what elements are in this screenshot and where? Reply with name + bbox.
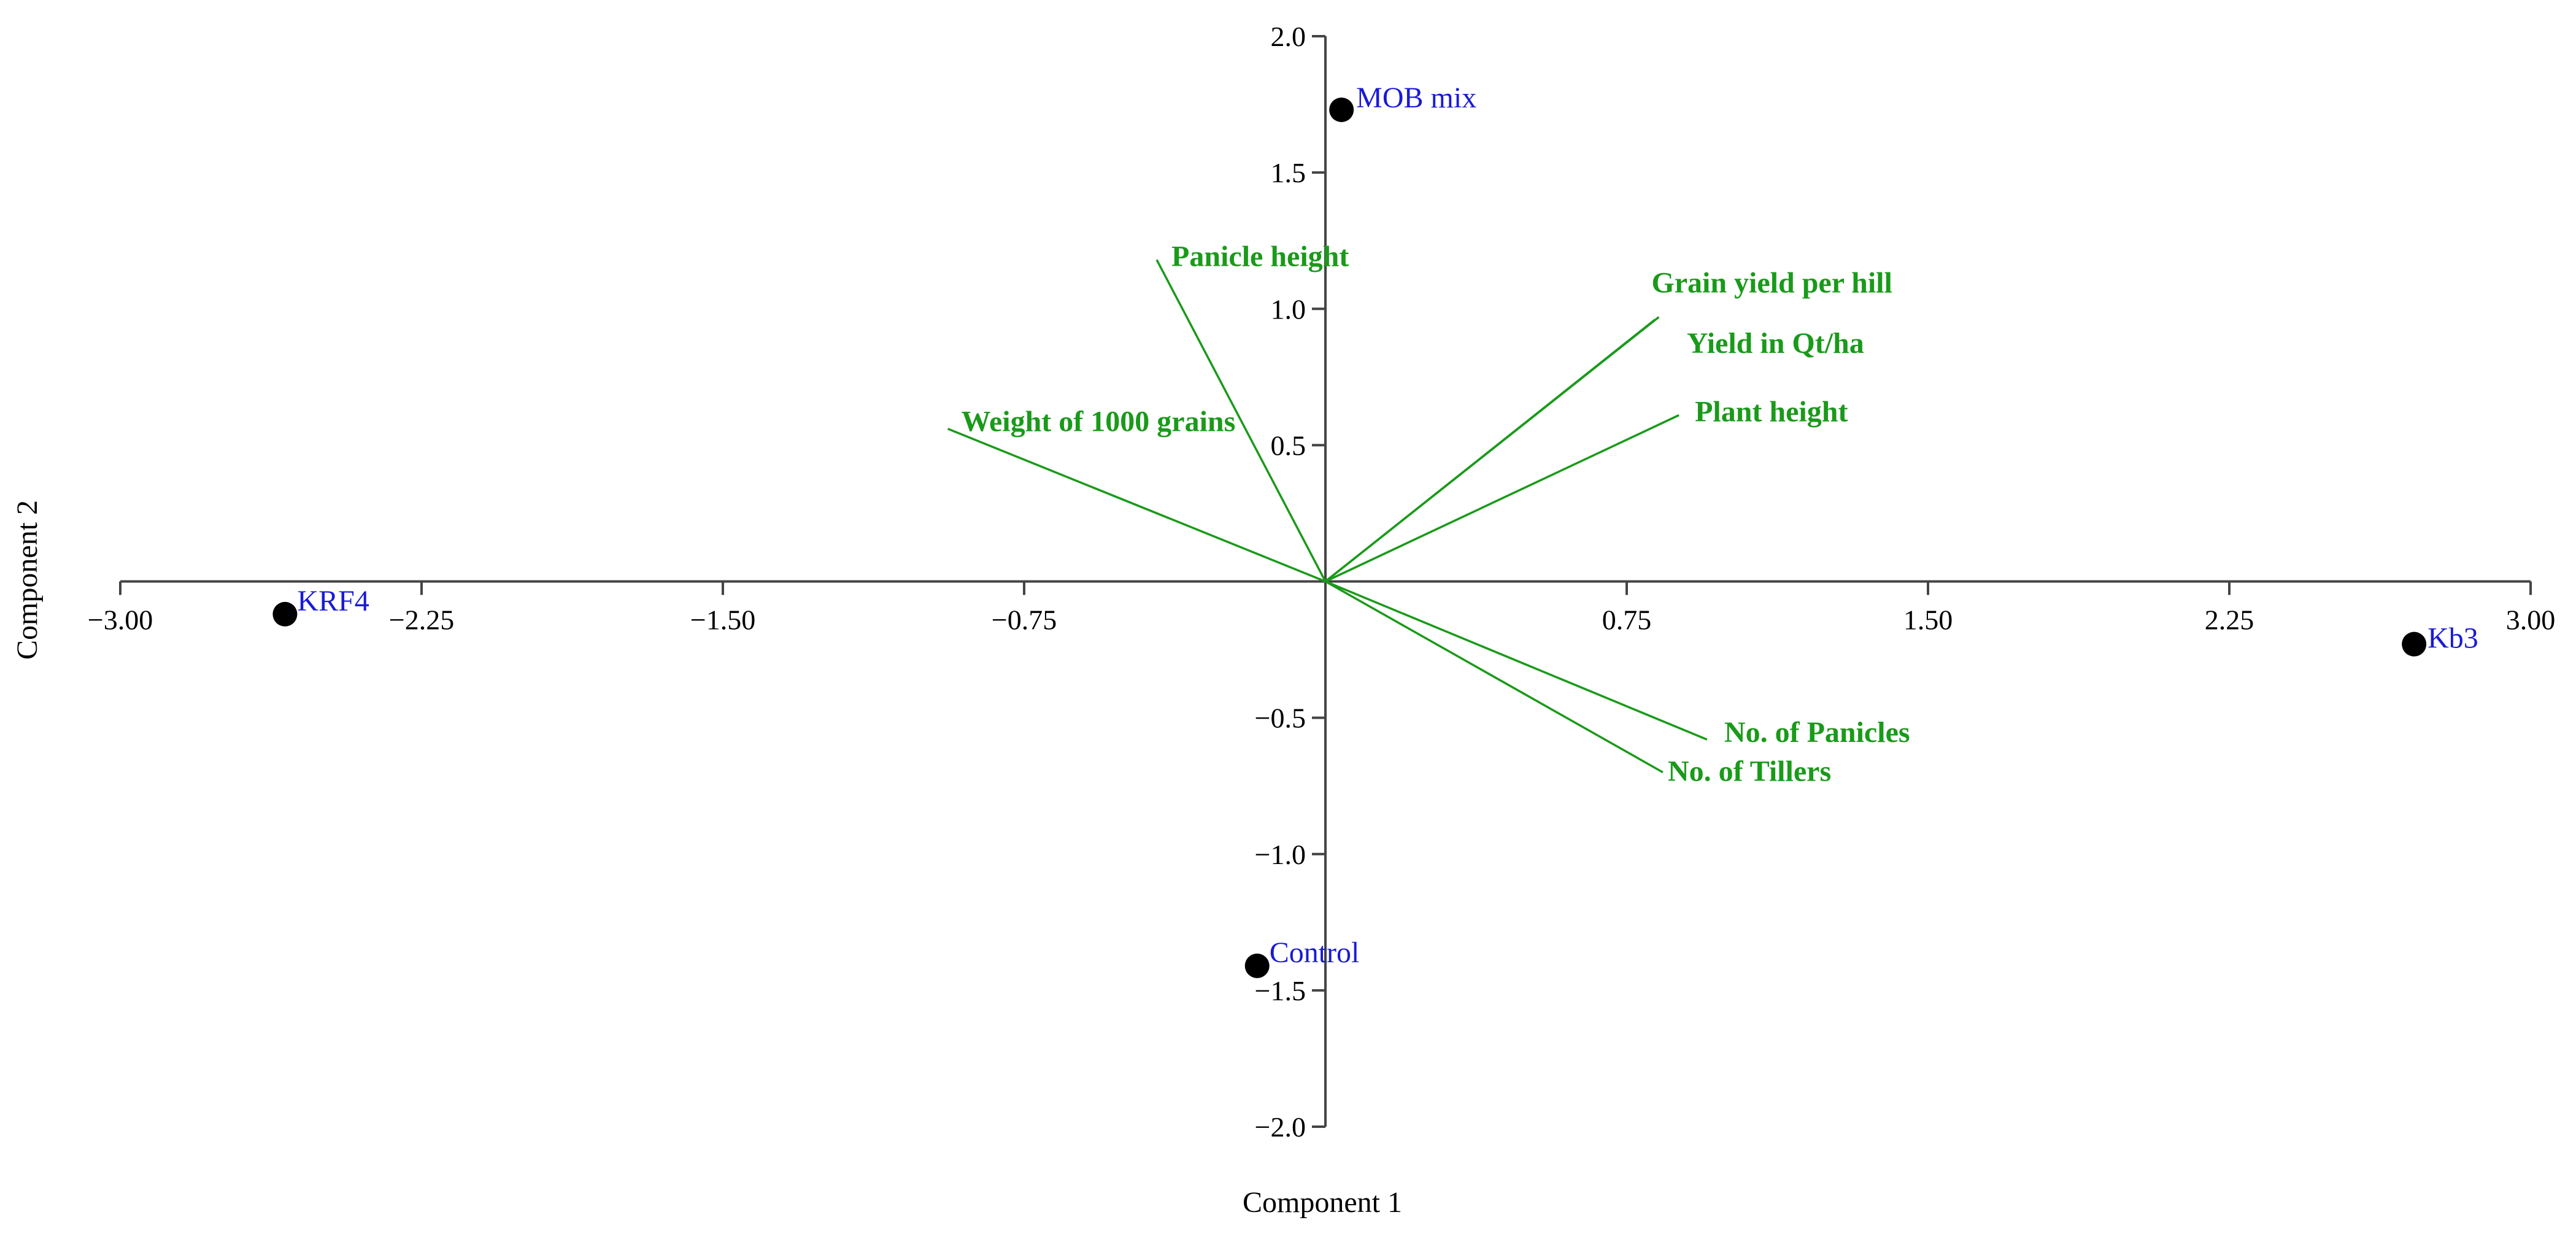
y-axis-title: Component 2 bbox=[11, 500, 44, 660]
loading-vectors: Panicle height Weight of 1000 grains Grain… bbox=[947, 240, 1910, 787]
point-label-mob-mix: MOB mix bbox=[1356, 82, 1476, 114]
vector-label-no-of-panicles: No. of Panicles bbox=[1724, 716, 1910, 749]
x-tick-label: −1.50 bbox=[690, 604, 755, 636]
x-tick-label: 2.25 bbox=[2205, 604, 2254, 636]
point-mob-mix bbox=[1329, 97, 1354, 122]
vector-label-grain-yield-per-hill: Grain yield per hill bbox=[1651, 267, 1892, 299]
x-tick-label: −2.25 bbox=[389, 604, 454, 636]
x-tick-label: −3.00 bbox=[88, 604, 153, 636]
y-tick-label: 1.5 bbox=[1271, 157, 1306, 188]
vector-label-plant-height: Plant height bbox=[1695, 396, 1848, 428]
vector-label-yield-in-qt-ha: Yield in Qt/ha bbox=[1687, 327, 1864, 360]
y-tick-label: −2.0 bbox=[1255, 1111, 1306, 1143]
vector-label-panicle-height: Panicle height bbox=[1171, 240, 1349, 272]
point-kb3 bbox=[2402, 631, 2427, 657]
vector-plant-height bbox=[1325, 414, 1679, 583]
score-points: MOB mix KRF4 Kb3 Control bbox=[272, 82, 2478, 978]
vector-weight-of-1000-grains bbox=[947, 428, 1326, 583]
point-krf4 bbox=[272, 601, 298, 627]
x-tick-label: 3.00 bbox=[2506, 604, 2556, 636]
vector-panicle-height bbox=[1155, 259, 1327, 582]
x-axis-title: Component 1 bbox=[1243, 1186, 1402, 1219]
y-tick-label: 2.0 bbox=[1271, 21, 1306, 52]
y-tick-label: −1.0 bbox=[1255, 839, 1306, 870]
vector-label-weight-of-1000-grains: Weight of 1000 grains bbox=[962, 406, 1236, 438]
point-label-control: Control bbox=[1270, 936, 1360, 969]
x-tick-label: 0.75 bbox=[1602, 604, 1652, 636]
x-tick-label: 1.50 bbox=[1903, 604, 1953, 636]
vector-yield-in-qt-ha bbox=[1324, 318, 1656, 582]
y-tick-label: −1.5 bbox=[1255, 975, 1306, 1006]
point-control bbox=[1244, 953, 1270, 978]
vector-no-of-tillers bbox=[1325, 580, 1664, 773]
point-label-kb3: Kb3 bbox=[2428, 622, 2478, 655]
x-tick-label: −0.75 bbox=[992, 604, 1057, 636]
y-tick-label: −0.5 bbox=[1255, 703, 1306, 734]
axes: −3.00 −2.25 −1.50 −0.75 0.75 1.50 2.25 3.00 2.0 1… bbox=[88, 21, 2555, 1143]
vector-no-of-panicles bbox=[1325, 580, 1708, 741]
y-tick-label: 1.0 bbox=[1271, 293, 1306, 325]
point-label-krf4: KRF4 bbox=[297, 585, 369, 617]
vector-label-no-of-tillers: No. of Tillers bbox=[1668, 755, 1831, 787]
y-tick-label: 0.5 bbox=[1271, 430, 1306, 461]
